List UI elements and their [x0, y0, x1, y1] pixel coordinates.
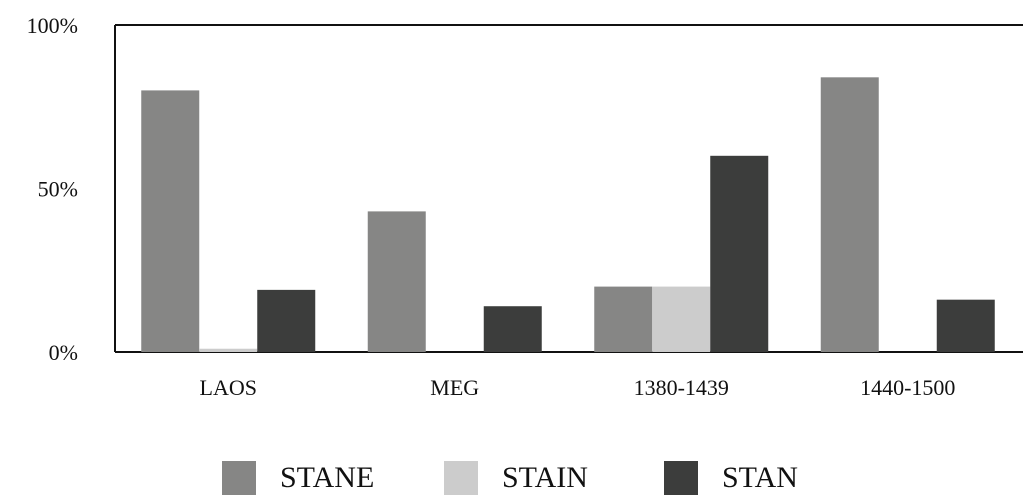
- bar-stain-1380-1439: [652, 286, 711, 352]
- bar-stane-1440-1500: [820, 77, 879, 352]
- legend-item-stain: STAIN: [444, 460, 588, 496]
- y-tick-label: 50%: [38, 177, 78, 202]
- legend-label-stane: STANE: [280, 461, 375, 494]
- legend-item-stane: STANE: [222, 460, 374, 496]
- legend-label-stan: STAN: [722, 461, 798, 494]
- plot-frame: [114, 24, 1023, 353]
- bar-stan-1440-1500: [936, 299, 995, 352]
- legend-swatch-stan: [664, 461, 698, 495]
- x-tick-label: MEG: [430, 375, 479, 400]
- bar-stane-laos: [141, 90, 200, 353]
- bar-stane-1380-1439: [594, 286, 653, 352]
- bar-chart: 0% 50% 100% LAOS MEG 1380-1439 1440-1500: [27, 13, 1023, 400]
- bar-stan-laos: [257, 289, 316, 352]
- bar-stan-1380-1439: [710, 155, 769, 352]
- y-tick-label: 0%: [49, 340, 78, 365]
- legend-swatch-stane: [222, 461, 256, 495]
- legend-label-stain: STAIN: [502, 461, 588, 494]
- legend-item-stan: STAN: [664, 460, 798, 496]
- x-tick-label: 1440-1500: [860, 375, 955, 400]
- x-tick-label: 1380-1439: [634, 375, 729, 400]
- bar-stan-meg: [483, 306, 542, 352]
- bars: [141, 77, 995, 353]
- x-axis-labels: LAOS MEG 1380-1439 1440-1500: [200, 375, 956, 400]
- y-axis-ticks: 0% 50% 100%: [27, 13, 78, 365]
- legend: STANE STAIN STAN: [0, 448, 1023, 502]
- bar-stane-meg: [367, 211, 426, 352]
- x-tick-label: LAOS: [200, 375, 257, 400]
- bar-stain-laos: [199, 348, 258, 352]
- y-tick-label: 100%: [27, 13, 78, 38]
- legend-swatch-stain: [444, 461, 478, 495]
